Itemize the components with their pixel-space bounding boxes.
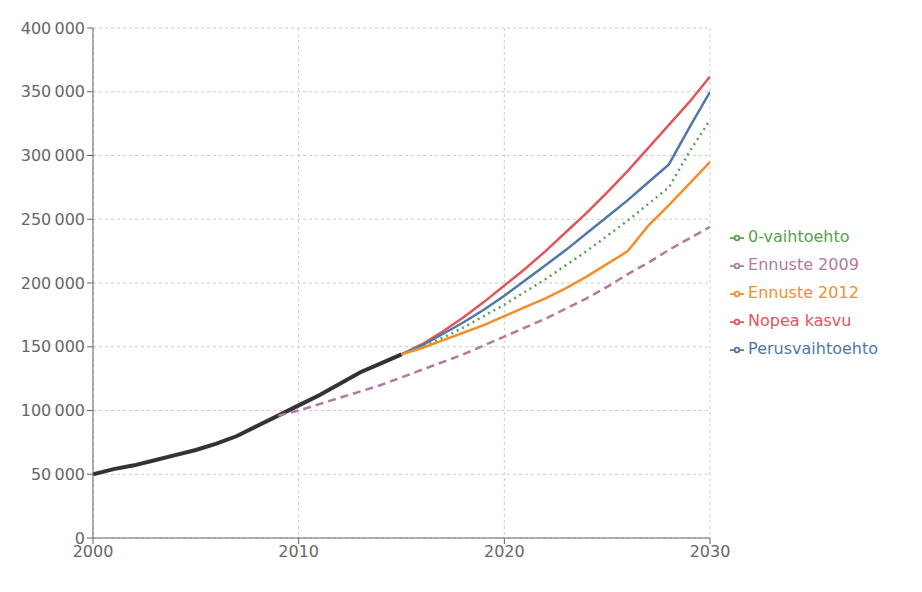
svg-text:100 000: 100 000 (21, 401, 85, 420)
html-text:Perusvaihtoehto: Perusvaihtoehto (748, 339, 878, 358)
svg-text:2030: 2030 (690, 542, 731, 561)
svg-text:2000: 2000 (72, 542, 114, 562)
svg-text:50 000: 50 000 (31, 465, 85, 484)
svg-text:250 000: 250 000 (21, 210, 85, 229)
html-text:Nopea kasvu: Nopea kasvu (748, 311, 852, 330)
svg-text:200 000: 200 000 (21, 274, 85, 293)
svg-text:150 000: 150 000 (21, 337, 85, 356)
html-text:Ennuste 2009: Ennuste 2009 (748, 255, 859, 274)
svg-text:0: 0 (75, 529, 85, 548)
svg-text:2020: 2020 (484, 542, 525, 561)
svg-text:300 000: 300 000 (21, 146, 85, 165)
svg-text:350 000: 350 000 (21, 82, 85, 101)
svg-text:400 000: 400 000 (21, 19, 85, 38)
html-text:0-vaihtoehto: 0-vaihtoehto (748, 227, 850, 246)
html-text:Ennuste 2012: Ennuste 2012 (748, 283, 859, 302)
svg-text:2010: 2010 (278, 542, 319, 561)
